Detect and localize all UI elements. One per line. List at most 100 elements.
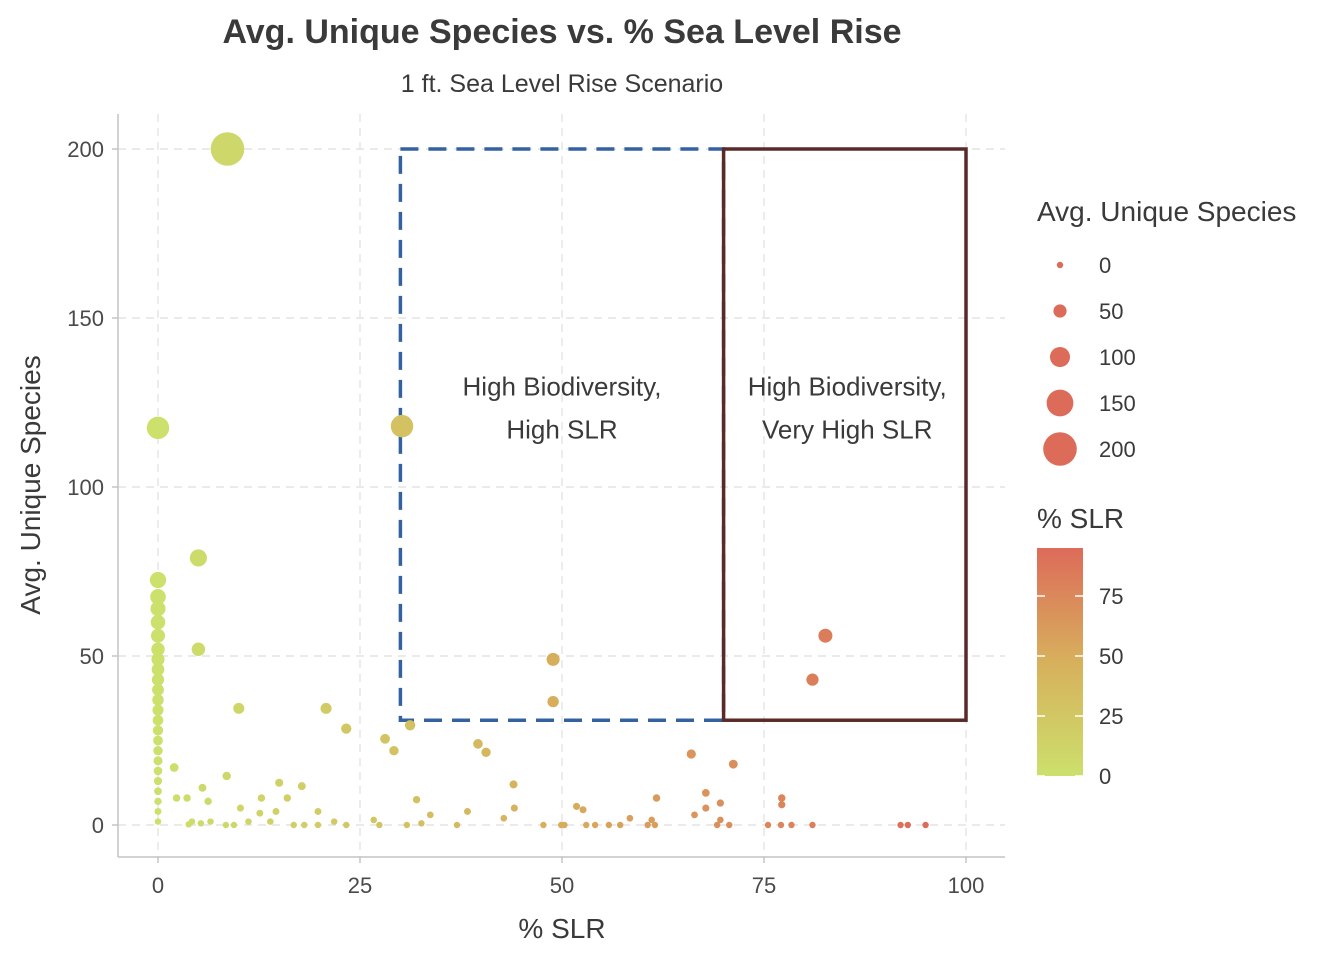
data-point [343,821,350,829]
data-point [153,766,163,776]
data-point [652,794,661,802]
data-point [153,756,163,766]
data-point [510,804,518,812]
data-point [151,642,165,656]
data-point [236,804,244,812]
size-legend-title: Avg. Unique Species [1037,196,1296,227]
data-point [809,821,816,829]
data-point [152,683,164,696]
data-point [500,814,508,822]
data-points [146,132,929,829]
data-point [320,702,332,714]
data-point [453,821,461,829]
data-point [185,821,192,828]
data-point [403,821,411,829]
color-legend-ticks: 0 25 50 75 [1037,584,1123,789]
data-point [152,725,164,736]
size-legend-key [1043,432,1077,466]
x-tick-label: 50 [550,873,574,898]
size-legend-label: 200 [1099,437,1136,462]
data-point [189,549,207,567]
y-tick-label: 150 [67,306,104,331]
data-point [579,806,587,814]
y-tick-label: 0 [92,813,104,838]
data-point [904,821,912,829]
high-slr-label: High Biodiversity, [463,372,662,402]
data-point [376,821,383,829]
x-axis-title: % SLR [518,913,605,944]
data-point [370,816,378,824]
data-point [806,673,819,686]
data-point [314,821,322,829]
x-tick-label: 25 [348,873,372,898]
very-high-slr-region [721,147,968,722]
data-point [778,801,786,809]
data-point [283,794,292,802]
data-point [301,821,308,829]
chart-title: Avg. Unique Species vs. % Sea Level Rise [222,13,901,51]
data-point [540,821,547,829]
data-point [150,601,166,617]
size-legend-label: 0 [1099,253,1111,278]
data-point [389,745,399,756]
data-point [272,808,280,815]
data-point [591,821,599,829]
y-axis-title: Avg. Unique Species [15,355,46,614]
data-point [788,821,795,829]
data-point [418,820,425,827]
data-point [561,821,568,829]
data-point [151,673,165,686]
y-tick-label: 50 [80,644,104,669]
data-point [169,763,179,772]
data-point [197,820,205,827]
data-point [412,795,421,804]
data-point [583,821,590,829]
data-point [151,663,165,676]
data-point [267,818,274,825]
data-point [626,814,634,822]
x-tick-label: 75 [752,873,776,898]
data-point [152,694,164,706]
annotation-regions [398,147,968,722]
y-tick-label: 100 [67,475,104,500]
data-point [922,821,929,829]
data-point [230,821,238,829]
data-point [290,821,297,829]
data-point [256,809,264,817]
data-point [390,414,414,438]
data-point [150,589,166,605]
data-point [546,652,560,666]
data-point [777,821,785,829]
data-point [222,771,231,781]
data-point [150,628,166,643]
color-legend-bar [1037,548,1083,776]
data-point [172,794,181,802]
data-point [204,797,212,806]
data-point [152,714,164,726]
data-point [473,739,483,749]
data-point [330,818,338,825]
data-point [380,733,390,744]
data-point [154,808,162,815]
data-point [818,628,833,643]
data-point [222,821,230,829]
data-point [275,778,284,787]
data-point [198,783,207,792]
data-point [153,735,163,746]
grid-lines [118,114,1005,857]
very-high-slr-label: Very High SLR [762,415,933,445]
data-point [651,821,659,829]
size-legend-key [1050,347,1070,367]
axis-ticks: 0 25 50 75 100 0 50 100 150 200 [67,137,984,898]
data-point [153,776,163,786]
data-point [146,416,170,440]
data-point [713,821,721,829]
data-point [686,749,696,759]
size-legend-label: 50 [1099,299,1123,324]
data-point [233,702,245,714]
data-point [644,821,651,829]
data-point [463,808,471,815]
color-legend-title: % SLR [1037,503,1124,534]
